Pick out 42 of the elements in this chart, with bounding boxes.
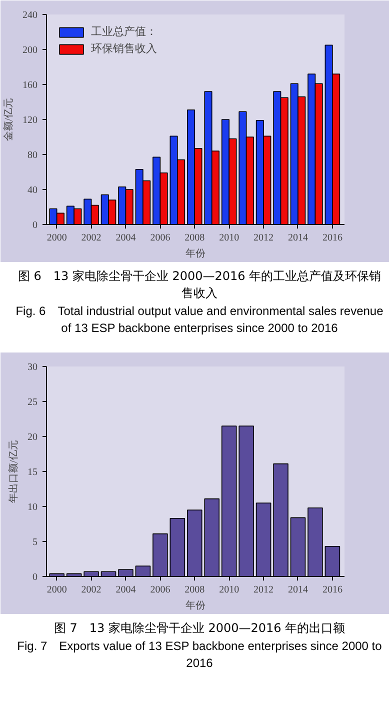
y-tick-label: 15 xyxy=(28,467,38,478)
x-tick-label: 2006 xyxy=(150,584,170,596)
x-tick-label: 2008 xyxy=(184,232,205,244)
x-tick-label: 2010 xyxy=(219,584,240,596)
y-tick-label: 10 xyxy=(28,502,38,513)
y-tick-label: 240 xyxy=(22,10,38,21)
x-tick-label: 2000 xyxy=(46,232,67,244)
caption: Fig. 7 Exports value of 13 ESP backbone enterprises since 2000 to 2016 xyxy=(16,638,383,672)
y-tick-label: 0 xyxy=(32,572,38,583)
legend-label: 环保销售收入 xyxy=(91,42,157,56)
y-tick-label: 120 xyxy=(22,115,38,126)
y-axis-title: 年出口额/亿元 xyxy=(8,440,20,503)
x-tick-label: 2002 xyxy=(81,232,102,244)
y-tick-label: 80 xyxy=(28,150,38,161)
caption: 图 7 13 家电除尘骨干企业 2000—2016 年的出口额 xyxy=(52,620,346,637)
x-tick-label: 2006 xyxy=(150,232,170,244)
y-tick-label: 0 xyxy=(32,220,38,231)
x-tick-label: 2002 xyxy=(81,584,102,596)
x-axis-title: 年份 xyxy=(186,600,206,612)
legend-label: 工业总产值： xyxy=(91,24,157,39)
x-tick-label: 2000 xyxy=(46,584,67,596)
x-tick-label: 2008 xyxy=(184,584,205,596)
x-tick-label: 2016 xyxy=(322,584,342,596)
y-tick-label: 200 xyxy=(22,45,38,56)
x-tick-label: 2016 xyxy=(322,232,342,244)
caption: Fig. 6 Total industrial output value and environmental sales revenue of 13 ESP backbone enterprises since 2000 to 2016 xyxy=(14,303,384,338)
x-tick-label: 2004 xyxy=(116,584,136,596)
y-tick-label: 30 xyxy=(28,362,38,373)
caption: 图 6 13 家电除尘骨干企业 2000—2016 年的工业总产值及环保销售收入 xyxy=(16,268,382,302)
y-tick-label: 160 xyxy=(22,80,38,91)
x-tick-label: 2012 xyxy=(254,232,274,244)
y-tick-label: 40 xyxy=(28,185,38,196)
y-tick-label: 5 xyxy=(32,537,38,548)
y-axis-title: 金额/亿元 xyxy=(2,98,14,141)
x-tick-label: 2014 xyxy=(288,232,308,244)
x-tick-label: 2010 xyxy=(219,232,240,244)
x-tick-label: 2012 xyxy=(254,584,274,596)
y-tick-label: 25 xyxy=(28,397,38,408)
x-axis-title: 年份 xyxy=(186,248,206,260)
x-tick-label: 2004 xyxy=(116,232,136,244)
x-tick-label: 2014 xyxy=(288,584,308,596)
y-tick-label: 20 xyxy=(28,432,38,443)
